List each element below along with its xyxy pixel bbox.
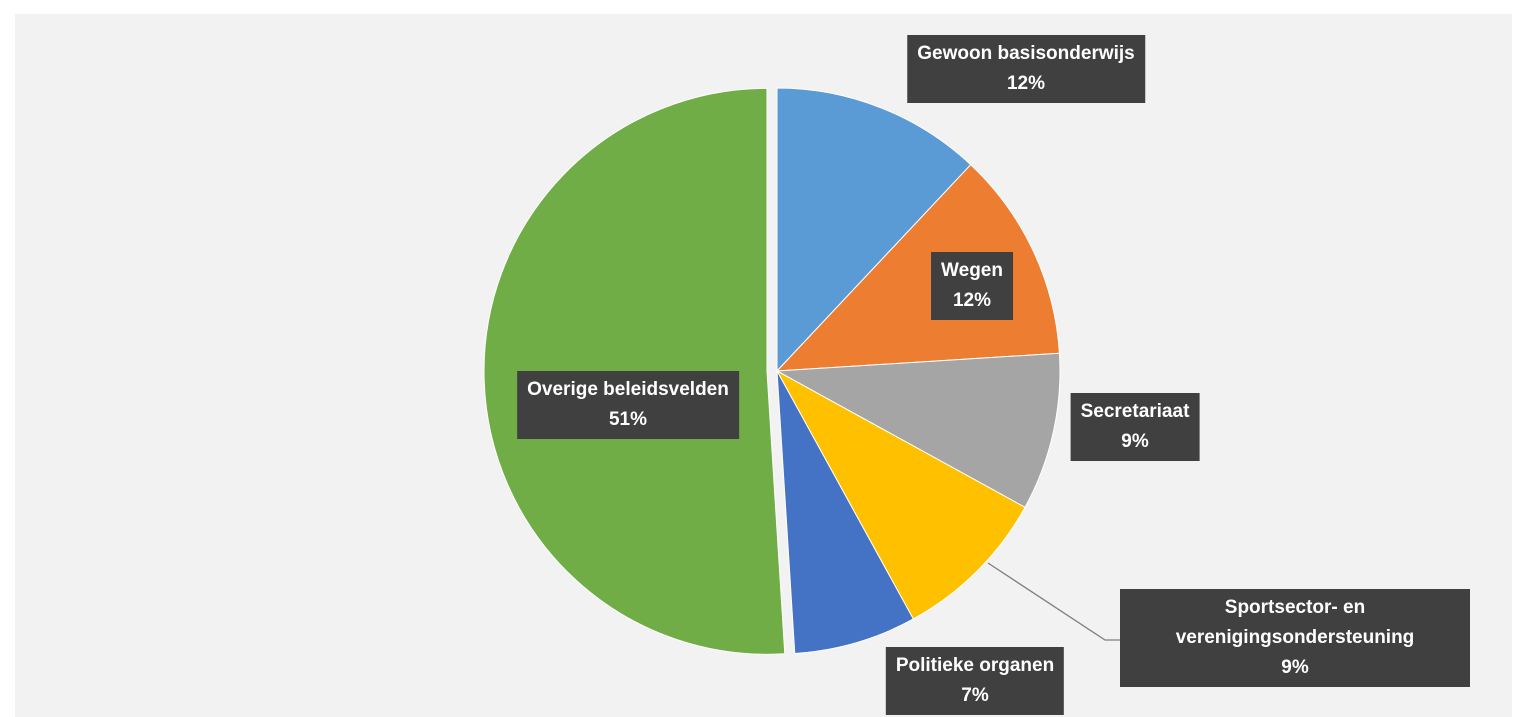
label-category: Sportsector- en verenigingsondersteuning — [1175, 597, 1415, 648]
pie-slice — [775, 352, 1061, 509]
label-category: Wegen — [941, 260, 1003, 281]
leader-line — [987, 562, 1120, 641]
data-label: Wegen 12% — [931, 252, 1013, 320]
label-value: 9% — [1121, 431, 1149, 452]
data-label: Secretariaat 9% — [1070, 393, 1200, 461]
pie-slice — [775, 369, 1026, 620]
label-category: Politieke organen — [895, 655, 1055, 676]
label-category: Overige beleidsvelden — [527, 379, 729, 400]
data-label: Gewoon basisonderwijs 12% — [907, 35, 1145, 103]
pie-slice — [776, 370, 915, 654]
data-label: Sportsector- en verenigingsondersteuning… — [1120, 589, 1470, 687]
label-category: Gewoon basisonderwijs — [917, 43, 1135, 64]
label-value: 7% — [961, 685, 989, 706]
label-value: 12% — [1006, 73, 1046, 94]
label-value: 12% — [952, 290, 992, 311]
label-value: 9% — [1281, 657, 1309, 678]
label-value: 51% — [608, 409, 648, 430]
pie-slice — [776, 87, 972, 373]
data-label: Overige beleidsvelden 51% — [517, 371, 739, 439]
label-category: Secretariaat — [1080, 401, 1190, 422]
data-label: Politieke organen 7% — [885, 647, 1065, 715]
